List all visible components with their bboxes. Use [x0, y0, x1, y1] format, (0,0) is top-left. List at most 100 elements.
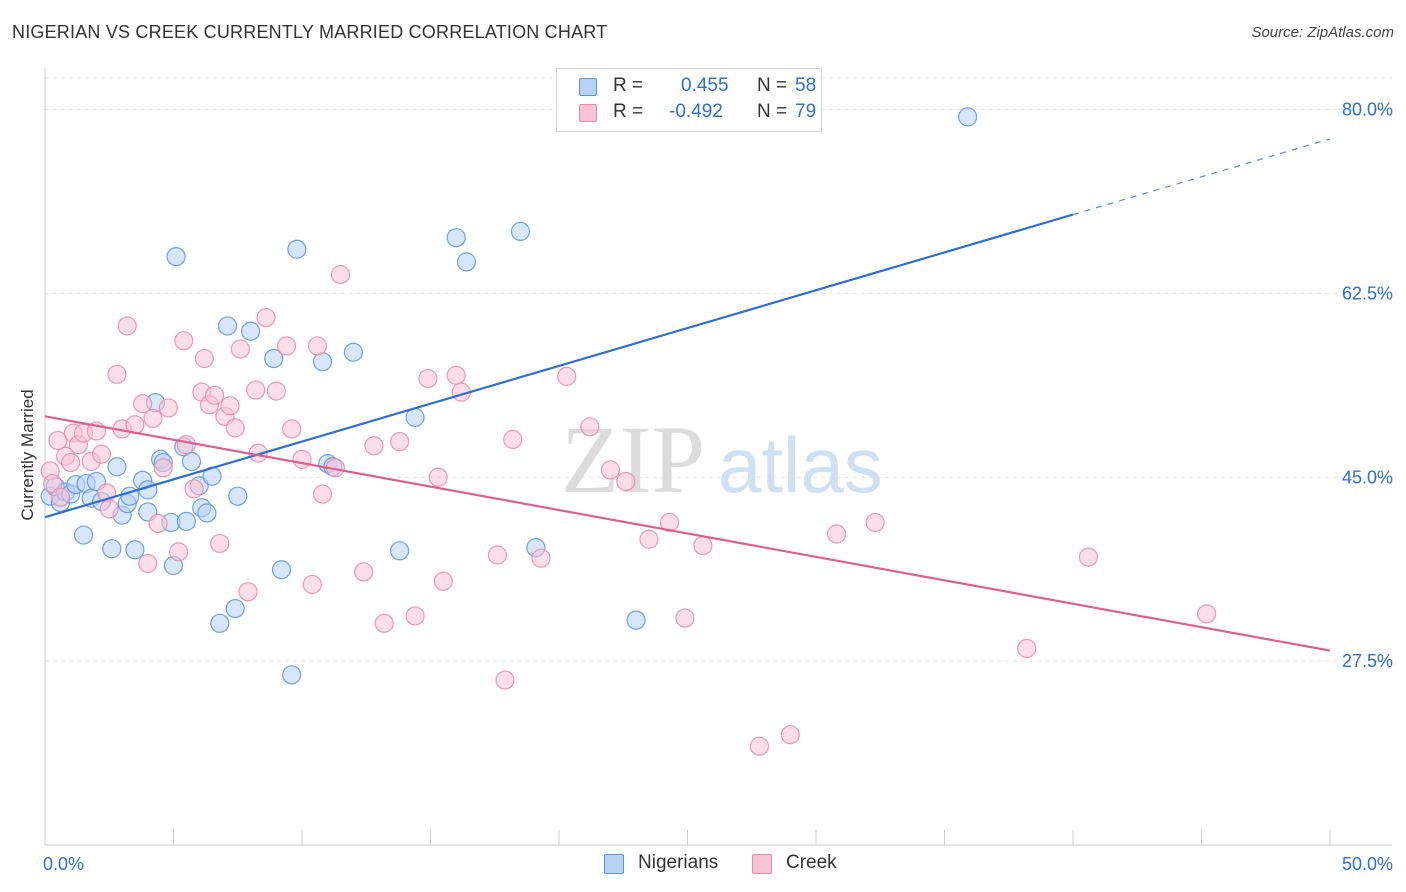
nigerians-point: [125, 540, 145, 560]
creek-point: [107, 364, 127, 384]
series-nigerians-points: [40, 107, 978, 685]
correlation-legend: R = 0.455 N = 58 R = -0.492 N = 79: [556, 68, 822, 132]
creek-point: [428, 467, 448, 487]
nigerians-point: [181, 451, 202, 472]
creek-point: [390, 431, 410, 452]
creek-point: [446, 365, 466, 385]
creek-point: [487, 545, 507, 565]
nigerians-point: [343, 342, 363, 362]
creek-point: [600, 460, 621, 480]
nigerians-trendline-extension: [1072, 138, 1331, 216]
series-legend: Nigerians Creek: [0, 852, 1406, 878]
creek-point: [1078, 547, 1099, 567]
creek-point: [194, 348, 214, 369]
legend-r-value-nigerians: 0.455: [681, 75, 729, 96]
creek-point: [580, 417, 600, 437]
creek-point: [138, 553, 158, 574]
creek-point: [184, 479, 204, 499]
creek-point: [405, 606, 425, 626]
nigerians-point: [390, 541, 410, 561]
trendlines: [44, 138, 1331, 652]
nigerians-point: [510, 221, 531, 241]
creek-point: [418, 368, 438, 389]
creek-point: [639, 529, 659, 549]
nigerians-point: [958, 107, 978, 127]
creek-point: [364, 436, 384, 456]
creek-point: [503, 429, 523, 450]
legend-n-label: N =: [757, 101, 788, 122]
creek-point: [433, 571, 453, 591]
legend-n-value-creek: 79: [795, 101, 817, 122]
creek-point: [230, 339, 250, 359]
creek-point: [693, 535, 713, 556]
creek-point: [557, 366, 577, 386]
y-tick-label: 45.0%: [1342, 467, 1393, 487]
series-legend-label-creek: Creek: [786, 852, 837, 873]
nigerians-point: [107, 457, 127, 477]
x-tick-label-min: 0.0%: [43, 854, 84, 874]
tick-labels: 27.5% 45.0% 62.5% 80.0% 0.0% 50.0%: [43, 100, 1393, 874]
grid-lines: [45, 77, 1392, 662]
y-tick-label: 62.5%: [1342, 283, 1393, 303]
creek-point: [292, 449, 312, 469]
creek-point: [531, 548, 551, 568]
nigerians-point: [446, 228, 466, 248]
creek-point: [238, 582, 258, 602]
legend-r-label: R =: [613, 75, 644, 96]
creek-point: [354, 562, 374, 582]
chart-title: NIGERIAN VS CREEK CURRENTLY MARRIED CORR…: [12, 22, 608, 42]
creek-point: [256, 307, 276, 328]
legend-swatch-creek: [579, 104, 597, 122]
series-legend-swatch-creek: [752, 854, 772, 874]
nigerians-point: [225, 598, 245, 619]
creek-point: [169, 542, 189, 562]
creek-point: [780, 725, 800, 745]
creek-point: [330, 264, 351, 285]
legend-n-label: N =: [757, 75, 788, 96]
nigerians-point: [217, 316, 238, 336]
legend-r-label: R =: [613, 101, 644, 122]
nigerians-trendline: [44, 213, 1074, 519]
nigerians-point: [282, 665, 302, 685]
nigerians-point: [271, 560, 292, 580]
creek-point: [99, 499, 119, 519]
nigerians-point: [264, 348, 284, 369]
creek-point: [210, 533, 230, 554]
nigerians-point: [73, 525, 94, 545]
creek-point: [865, 512, 885, 533]
creek-point: [133, 394, 153, 414]
creek-point: [148, 513, 168, 534]
creek-point: [616, 471, 636, 492]
creek-point: [158, 398, 178, 418]
creek-point: [282, 419, 302, 439]
y-tick-label: 27.5%: [1342, 651, 1393, 671]
creek-point: [153, 458, 173, 478]
nigerians-point: [210, 613, 230, 633]
nigerians-point: [197, 503, 217, 523]
creek-point: [205, 385, 225, 405]
nigerians-point: [176, 511, 196, 531]
creek-point: [749, 736, 770, 756]
creek-point: [374, 613, 394, 633]
nigerians-point: [456, 252, 477, 272]
creek-point: [176, 435, 196, 455]
nigerians-point: [287, 239, 307, 259]
source-credit: Source: ZipAtlas.com: [1251, 24, 1394, 41]
legend-swatch-nigerians: [579, 78, 597, 96]
y-tick-label: 80.0%: [1342, 100, 1393, 120]
creek-point: [1197, 604, 1217, 624]
nigerians-point: [166, 247, 186, 267]
axes: [44, 68, 1392, 846]
creek-point: [659, 512, 680, 533]
series-legend-swatch-nigerians: [604, 854, 624, 874]
creek-point: [826, 524, 847, 544]
series-legend-label-nigerians: Nigerians: [638, 852, 719, 873]
y-axis-label: Currently Married: [18, 389, 37, 521]
creek-point: [117, 316, 137, 336]
nigerians-point: [241, 321, 261, 341]
creek-point: [302, 574, 322, 595]
creek-point: [174, 331, 194, 351]
creek-point: [143, 408, 163, 429]
legend-n-value-nigerians: 58: [795, 75, 817, 96]
creek-point: [91, 444, 112, 464]
